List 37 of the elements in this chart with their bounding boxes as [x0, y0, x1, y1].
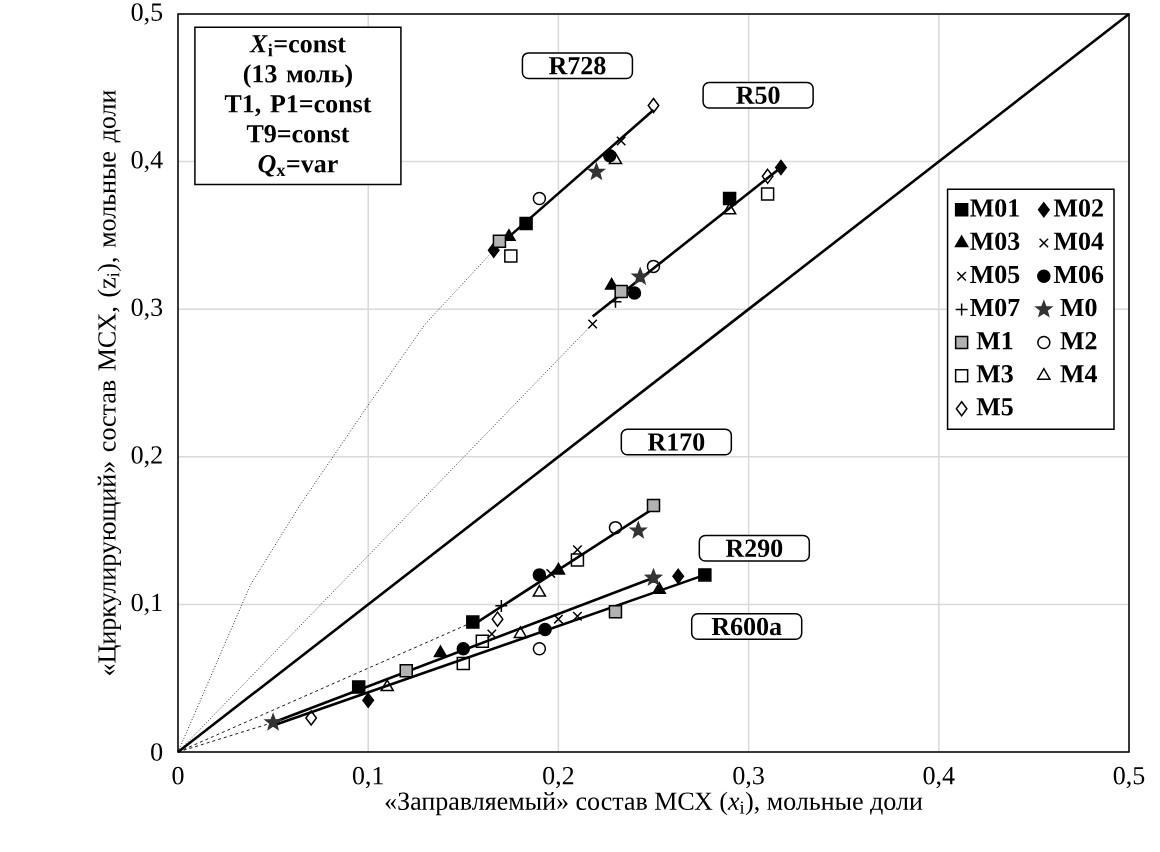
x-tick-label: 0,2 — [543, 766, 574, 789]
legend-label: M03 — [970, 232, 1020, 250]
legend-label: M02 — [1053, 199, 1103, 217]
legend-label: M1 — [976, 332, 1013, 350]
x-axis-title: «Заправляемый» состав МСХ (x$_{i}$), мольные доли — [385, 791, 923, 816]
x-tick-label: 0,1 — [352, 766, 383, 789]
annotation: (13 моль) — [243, 64, 352, 88]
legend-label: M4 — [1060, 365, 1098, 383]
annotation: Q$_{x}$=var — [258, 155, 338, 177]
legend-label: M3 — [976, 365, 1013, 383]
y-tick-label: 0,4 — [131, 150, 163, 173]
legend-label: M0 — [1060, 298, 1097, 317]
y-tick-label: 0,2 — [131, 446, 162, 468]
y-tick-label: 0,1 — [131, 593, 162, 616]
annotation: R170 — [647, 433, 705, 451]
legend-label: M5 — [976, 398, 1013, 416]
annotation: R290 — [725, 539, 783, 558]
annotation: T9=const — [246, 125, 350, 143]
annotation: X$_{i}$=const — [249, 35, 346, 57]
y-tick-label: 0,5 — [131, 3, 163, 25]
legend-label: M07 — [970, 298, 1020, 317]
y-axis-title: «Циркулирующий» состав МСХ, (z$_{i}$), мольные доли — [97, 90, 122, 675]
annotation: R600a — [711, 617, 782, 636]
legend-label: M01 — [970, 199, 1019, 217]
y-tick-label: 0 — [151, 743, 163, 761]
annotation: T1, P1=const — [224, 95, 372, 117]
x-tick-label: 0 — [172, 766, 184, 785]
annotation: R50 — [736, 86, 780, 104]
legend-label: M04 — [1053, 232, 1104, 250]
legend-label: M06 — [1053, 265, 1104, 284]
y-tick-label: 0,3 — [131, 298, 163, 320]
annotation: R728 — [548, 56, 606, 75]
legend-label: M2 — [1060, 331, 1097, 350]
x-tick-label: 0,4 — [923, 766, 955, 789]
legend-label: M05 — [970, 265, 1020, 284]
x-tick-label: 0,5 — [1113, 766, 1145, 789]
x-tick-label: 0,3 — [733, 766, 764, 789]
